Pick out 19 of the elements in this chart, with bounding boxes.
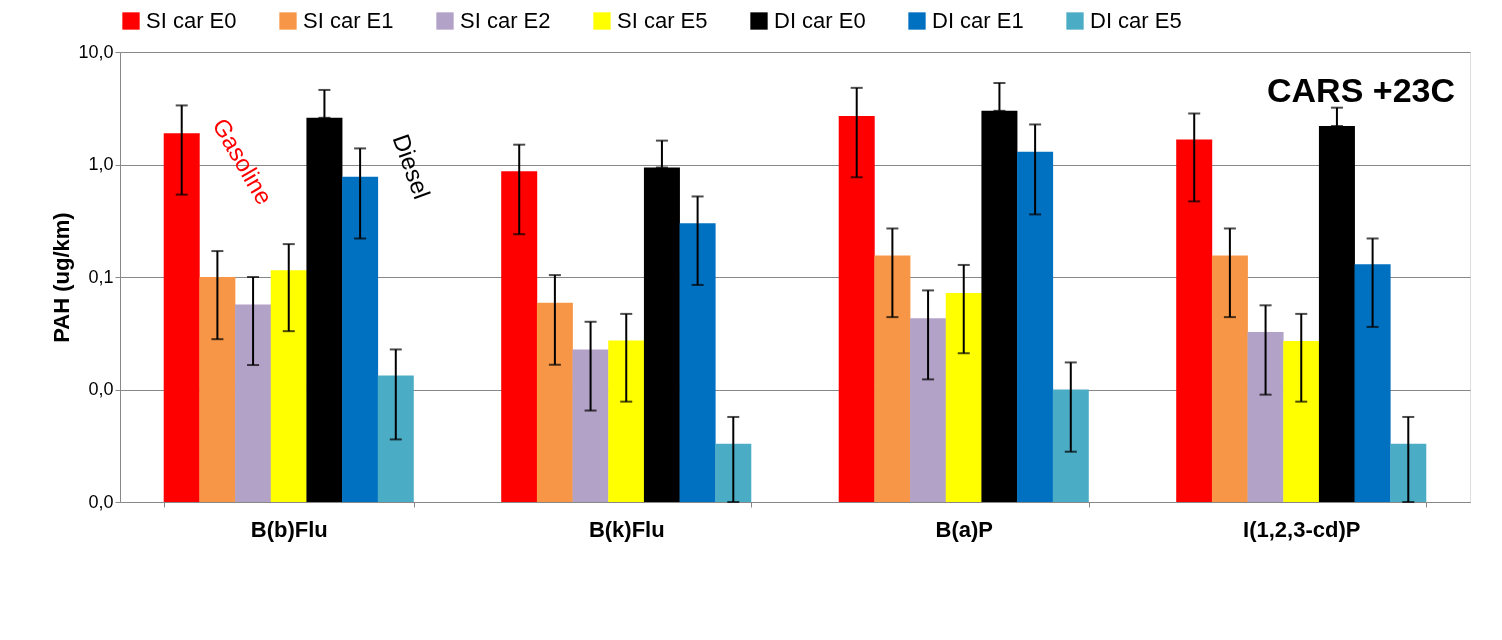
legend-label: SI car E5 xyxy=(617,8,708,33)
y-tick-label: 10,0 xyxy=(78,41,114,62)
legend-label: DI car E5 xyxy=(1090,8,1182,33)
y-tick-label: 0,0 xyxy=(88,379,114,399)
legend-label: DI car E1 xyxy=(932,8,1024,33)
x-tick-label: I(1,2,3-cd)P xyxy=(1243,516,1361,542)
legend-label: SI car E1 xyxy=(303,8,394,33)
legend-label: SI car E0 xyxy=(146,8,237,33)
annotation: CARS +23C xyxy=(1266,71,1455,109)
y-axis-title: PAH (ug/km) xyxy=(49,212,75,343)
legend-label: SI car E2 xyxy=(460,8,551,33)
x-tick-label: B(a)P xyxy=(935,516,993,542)
y-tick-label: 0,1 xyxy=(88,266,114,287)
x-tick-label: B(b)Flu xyxy=(250,516,328,542)
annotation: Diesel xyxy=(387,130,436,203)
y-tick-label: 0,0 xyxy=(88,491,114,512)
legend-label: DI car E0 xyxy=(774,8,866,33)
x-tick-label: B(k)Flu xyxy=(588,516,665,542)
y-tick-label: 1,0 xyxy=(88,154,114,174)
